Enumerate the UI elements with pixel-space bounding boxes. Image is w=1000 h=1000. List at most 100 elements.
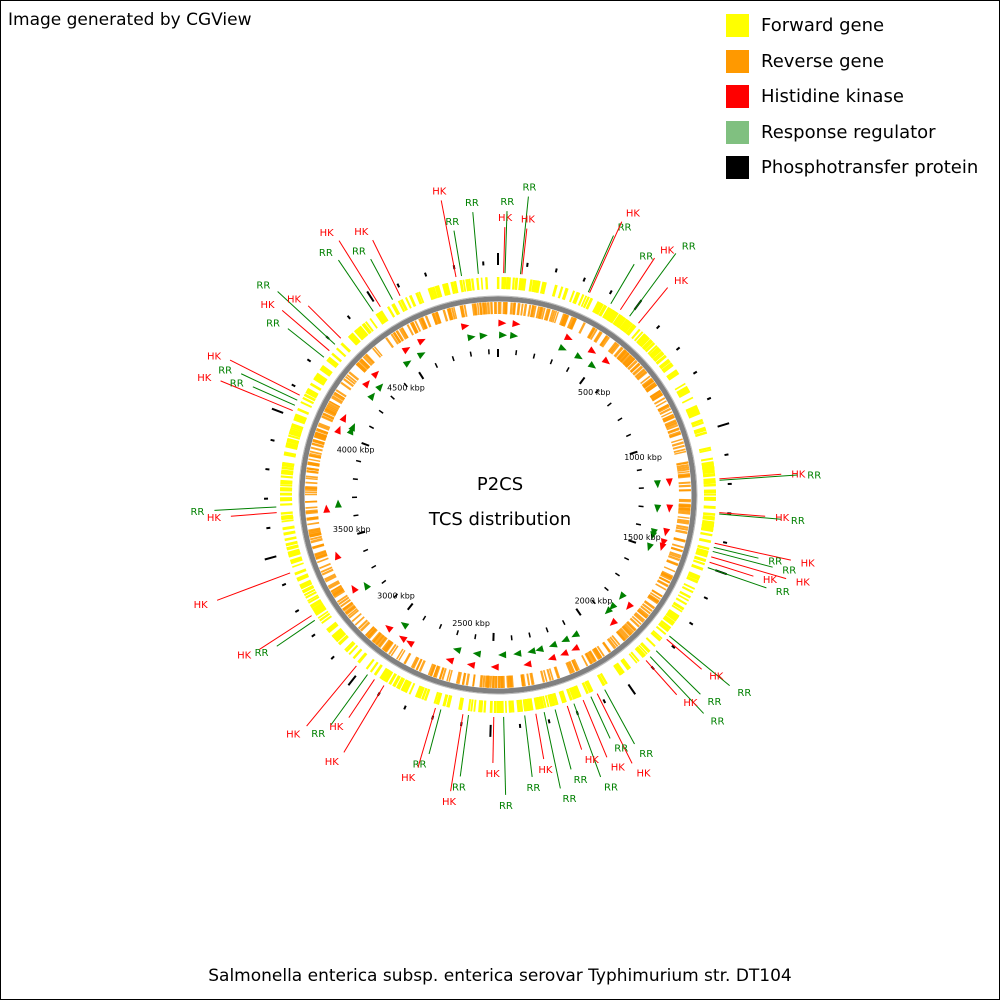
- hk-leader-line: [450, 714, 464, 792]
- forward-gene-stripe: [441, 283, 448, 296]
- reverse-gene-stripe: [366, 627, 376, 638]
- rr-marker: [609, 601, 618, 611]
- reverse-gene-stripe: [523, 303, 528, 317]
- outer-minor-tick: [582, 277, 586, 282]
- rr-leader-line: [338, 259, 374, 312]
- ruler-minor-tick: [549, 359, 553, 365]
- reverse-gene-stripe: [619, 352, 630, 363]
- forward-gene-stripe: [608, 310, 618, 323]
- rr-marker: [367, 392, 375, 402]
- forward-gene-stripe: [535, 697, 540, 710]
- forward-gene-stripe: [294, 569, 307, 576]
- forward-gene-stripe: [615, 316, 626, 328]
- forward-gene-stripe: [326, 358, 338, 369]
- rr-label: RR: [682, 241, 696, 252]
- reverse-gene-stripe: [453, 306, 458, 319]
- reverse-gene-stripe: [678, 504, 691, 509]
- ruler-minor-tick: [368, 425, 375, 430]
- forward-gene-stripe: [289, 430, 302, 437]
- forward-gene-stripe: [358, 652, 368, 664]
- forward-gene-stripe: [515, 277, 519, 290]
- legend-label: Phosphotransfer protein: [761, 157, 979, 179]
- reverse-gene-stripe: [342, 602, 354, 612]
- forward-gene-stripe: [519, 699, 523, 712]
- ruler-minor-tick: [403, 382, 408, 388]
- reverse-gene-stripe: [360, 358, 371, 369]
- reverse-gene-stripe: [434, 665, 441, 678]
- reverse-gene-stripe: [368, 628, 378, 640]
- hk-marker: [323, 504, 331, 513]
- forward-gene-stripe: [702, 465, 715, 469]
- reverse-gene-stripe: [601, 336, 610, 348]
- reverse-gene-stripe: [648, 593, 660, 602]
- forward-gene-stripe: [577, 294, 585, 306]
- reverse-gene-stripe: [305, 477, 318, 481]
- forward-gene-stripe: [703, 483, 716, 487]
- forward-gene-stripe: [703, 513, 716, 516]
- reverse-gene-stripe: [593, 330, 602, 343]
- forward-gene-stripe: [599, 672, 608, 685]
- forward-gene-stripe: [633, 331, 644, 342]
- forward-gene-stripe: [417, 686, 425, 699]
- forward-gene-stripe: [635, 646, 646, 657]
- reverse-gene-stripe: [383, 640, 393, 653]
- rr-leader-line: [428, 709, 442, 755]
- forward-gene-stripe: [348, 644, 359, 656]
- reverse-gene-stripe: [624, 357, 635, 368]
- reverse-gene-stripe: [661, 411, 673, 418]
- hk-marker: [445, 657, 455, 665]
- forward-gene-stripe: [300, 581, 313, 590]
- forward-gene-stripe: [414, 685, 422, 698]
- reverse-gene-stripe: [400, 327, 409, 339]
- reverse-gene-stripe: [385, 337, 394, 349]
- rr-label: RR: [604, 782, 618, 793]
- rr-label: RR: [618, 222, 632, 233]
- hk-label: HK: [709, 672, 724, 683]
- legend: Forward gene Reverse gene Histidine kina…: [726, 8, 978, 186]
- backbone-ring-highlight: [298, 295, 698, 695]
- reverse-gene-stripe: [660, 571, 673, 580]
- reverse-gene-stripe: [461, 305, 466, 318]
- forward-gene-stripe: [283, 530, 296, 536]
- forward-gene-stripe: [570, 687, 577, 700]
- forward-gene-stripe: [415, 292, 423, 305]
- hk-marker: [335, 551, 342, 561]
- rr-label: RR: [465, 198, 479, 209]
- forward-gene-stripe: [362, 322, 372, 334]
- reverse-gene-stripe: [455, 671, 461, 684]
- reverse-gene-stripe: [581, 654, 589, 667]
- forward-gene-stripe: [311, 602, 324, 611]
- legend-item-phosphotransfer: Phosphotransfer protein: [726, 150, 978, 186]
- reverse-gene-stripe: [658, 405, 670, 413]
- outer-minor-tick: [346, 315, 351, 320]
- forward-gene-stripe: [450, 281, 455, 294]
- reverse-gene-stripe: [669, 551, 682, 557]
- reverse-gene-stripe: [566, 316, 573, 329]
- forward-gene-stripe: [336, 632, 347, 643]
- forward-gene-stripe: [693, 427, 707, 435]
- outer-major-tick: [366, 290, 375, 303]
- reverse-gene-stripe: [550, 310, 556, 323]
- reverse-gene-stripe: [321, 415, 334, 422]
- outer-minor-tick: [311, 633, 316, 638]
- center-subtitle: TCS distribution: [428, 509, 571, 530]
- forward-gene-stripe: [532, 280, 538, 293]
- forward-gene-stripe: [677, 594, 690, 602]
- forward-gene-stripe: [514, 277, 518, 290]
- forward-gene-stripe: [317, 610, 329, 619]
- reverse-gene-stripe: [599, 335, 609, 347]
- hk-label: HK: [486, 769, 501, 780]
- reverse-gene-stripe: [321, 415, 333, 423]
- reverse-gene-stripe: [406, 324, 414, 336]
- reverse-gene-stripe: [594, 332, 603, 343]
- hk-marker: [626, 601, 634, 610]
- reverse-gene-stripe: [677, 468, 690, 472]
- reverse-gene-stripe: [316, 428, 329, 434]
- legend-swatch-hk: [726, 85, 749, 109]
- forward-gene-stripe: [316, 372, 328, 382]
- tick-label: 500 kbp: [578, 388, 611, 397]
- reverse-gene-stripe: [586, 326, 595, 339]
- tick-label: 1000 kbp: [624, 453, 662, 462]
- rr-leader-line: [713, 546, 759, 559]
- forward-gene-stripe: [403, 680, 412, 693]
